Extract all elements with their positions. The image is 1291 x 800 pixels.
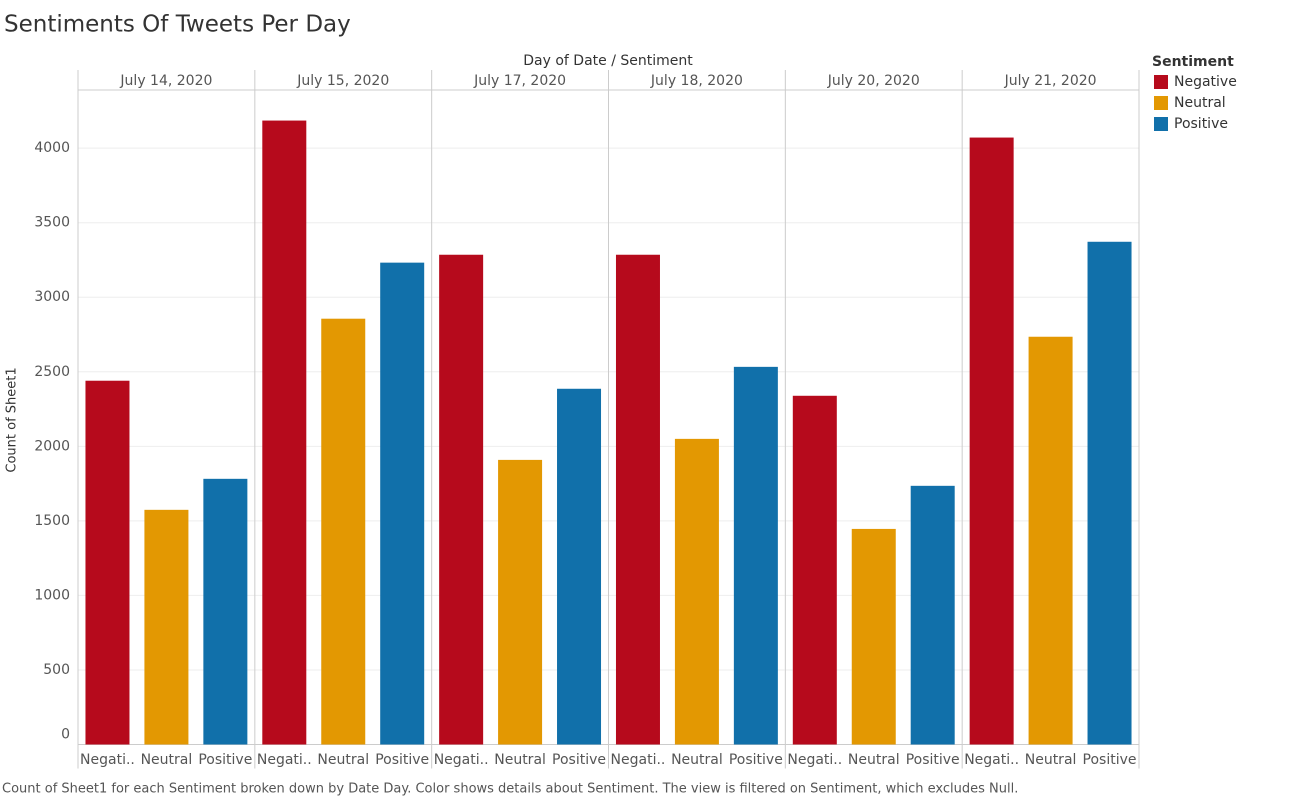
date-header: July 15, 2020 <box>296 73 389 89</box>
bar <box>498 459 543 745</box>
legend-label: Neutral <box>1174 95 1226 111</box>
x-tick-label: Negati.. <box>257 752 312 768</box>
legend-swatch <box>1154 96 1168 110</box>
y-tick-label: 0 <box>61 727 70 743</box>
x-tick-label: Positive <box>198 752 252 768</box>
y-tick-label: 4000 <box>34 140 70 156</box>
x-tick-label: Neutral <box>317 752 369 768</box>
x-tick-label: Neutral <box>141 752 193 768</box>
date-header: July 18, 2020 <box>650 73 743 89</box>
x-tick-label: Neutral <box>671 752 723 768</box>
bar <box>85 380 130 745</box>
bar <box>557 388 602 745</box>
y-tick-label: 3000 <box>34 289 70 305</box>
bar <box>262 120 307 745</box>
legend-label: Positive <box>1174 116 1228 132</box>
chart-title: Sentiments Of Tweets Per Day <box>4 12 351 38</box>
caption: Count of Sheet1 for each Sentiment broke… <box>2 782 1018 797</box>
bar <box>380 262 425 745</box>
y-tick-label: 3500 <box>34 215 70 231</box>
x-tick-label: Positive <box>906 752 960 768</box>
bar <box>674 438 719 745</box>
bar <box>203 478 248 745</box>
x-tick-label: Positive <box>729 752 783 768</box>
y-tick-label: 1000 <box>34 587 70 603</box>
date-header: July 14, 2020 <box>119 73 212 89</box>
bar <box>144 509 189 745</box>
y-tick-label: 2000 <box>34 438 70 454</box>
column-header: Day of Date / Sentiment <box>523 53 693 69</box>
date-header: July 21, 2020 <box>1004 73 1097 89</box>
legend-label: Negative <box>1174 74 1237 90</box>
bar <box>615 254 660 745</box>
x-tick-label: Negati.. <box>787 752 842 768</box>
x-tick-label: Neutral <box>848 752 900 768</box>
legend-title: Sentiment <box>1152 54 1234 70</box>
x-tick-label: Negati.. <box>611 752 666 768</box>
x-tick-label: Neutral <box>1025 752 1077 768</box>
bar <box>910 485 955 745</box>
bar <box>321 318 366 745</box>
y-tick-label: 500 <box>43 662 70 678</box>
y-axis-label: Count of Sheet1 <box>5 367 20 472</box>
bar <box>969 137 1014 745</box>
bar <box>1028 336 1073 745</box>
x-tick-label: Positive <box>375 752 429 768</box>
date-header: July 20, 2020 <box>827 73 920 89</box>
bar <box>1087 241 1132 745</box>
legend-swatch <box>1154 75 1168 89</box>
y-tick-label: 2500 <box>34 364 70 380</box>
x-tick-label: Negati.. <box>434 752 489 768</box>
x-tick-label: Positive <box>1083 752 1137 768</box>
bar <box>851 528 896 745</box>
x-tick-label: Negati.. <box>964 752 1019 768</box>
date-header: July 17, 2020 <box>473 73 566 89</box>
x-tick-label: Negati.. <box>80 752 135 768</box>
bar <box>792 395 837 745</box>
y-tick-label: 1500 <box>34 513 70 529</box>
legend-swatch <box>1154 117 1168 131</box>
x-tick-label: Positive <box>552 752 606 768</box>
x-tick-label: Neutral <box>494 752 546 768</box>
bar <box>733 366 778 745</box>
bar <box>439 254 484 745</box>
